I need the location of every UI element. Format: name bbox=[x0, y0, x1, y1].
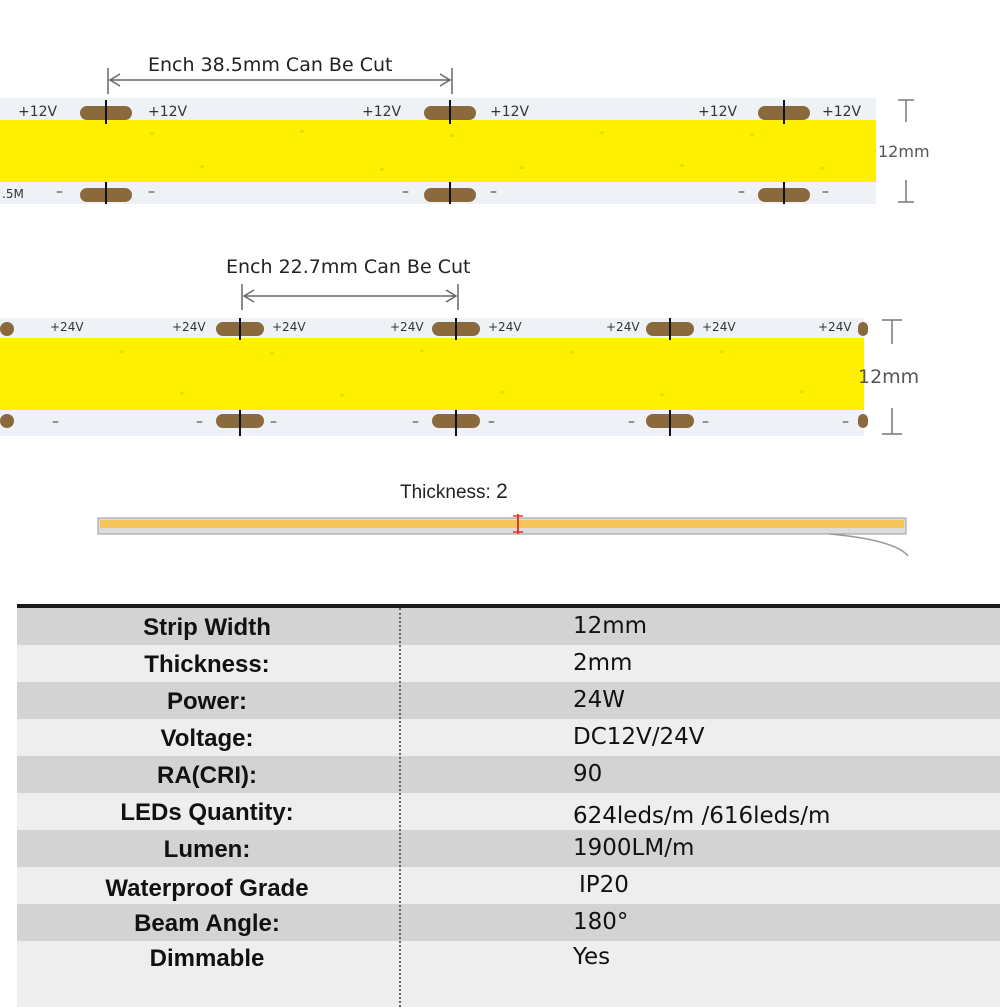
spec-table: Strip Width 12mm Thickness: 2mm Power: 2… bbox=[17, 604, 1000, 1007]
pcb-plus-label: +24V bbox=[272, 320, 306, 334]
pcb-plus-label: +24V bbox=[390, 320, 424, 334]
spec-table-top-border bbox=[17, 604, 1000, 608]
spec-label: LEDs Quantity: bbox=[120, 799, 294, 826]
spec-value: 180° bbox=[573, 909, 629, 935]
pcb-plus-label: +24V bbox=[818, 320, 852, 334]
spec-label: Beam Angle: bbox=[134, 910, 280, 937]
spec-label: Power: bbox=[166, 688, 247, 715]
strip-tail-curve bbox=[829, 533, 909, 557]
spec-value: DC12V/24V bbox=[573, 724, 705, 750]
cut-length-label-12v: Ench 38.5mm Can Be Cut bbox=[148, 54, 393, 76]
pcb-plus-label: +12V bbox=[18, 104, 58, 120]
spec-row-beam-angle: Beam Angle: 180° bbox=[17, 904, 1000, 941]
thickness-caption: Thickness: 2 bbox=[400, 480, 508, 504]
spec-row-power: Power: 24W bbox=[17, 682, 1000, 719]
pcb-minus-label: – bbox=[842, 414, 849, 430]
spec-row-leds-quantity: LEDs Quantity: 624leds/m /616leds/m bbox=[17, 793, 1000, 830]
pcb-minus-label: – bbox=[488, 414, 495, 430]
spec-label: Waterproof Grade bbox=[105, 875, 309, 902]
pcb-minus-label: – bbox=[738, 184, 745, 200]
spec-row-voltage: Voltage: DC12V/24V bbox=[17, 719, 1000, 756]
width-label-24v: 12mm bbox=[858, 366, 920, 388]
spec-label: Strip Width bbox=[143, 614, 271, 641]
pcb-minus-label: – bbox=[148, 184, 155, 200]
thickness-side-view bbox=[97, 514, 909, 557]
spec-label: Lumen: bbox=[163, 836, 251, 863]
strip-12v-phosphor bbox=[0, 120, 876, 182]
pcb-plus-label: +24V bbox=[606, 320, 640, 334]
pcb-plus-label: +12V bbox=[822, 104, 862, 120]
pcb-plus-label: +12V bbox=[490, 104, 530, 120]
spec-label: Dimmable bbox=[149, 945, 265, 972]
spec-column-divider bbox=[399, 608, 401, 1007]
pcb-edge-text: .5M bbox=[2, 187, 24, 201]
pcb-minus-label: – bbox=[822, 184, 829, 200]
pcb-plus-label: +24V bbox=[50, 320, 84, 334]
pcb-minus-label: – bbox=[412, 414, 419, 430]
strip-24v-phosphor bbox=[0, 338, 864, 410]
spec-label: Voltage: bbox=[160, 725, 254, 752]
thickness-caption-label: Thickness: bbox=[400, 482, 491, 503]
cut-length-label-24v: Ench 22.7mm Can Be Cut bbox=[226, 256, 471, 278]
pcb-minus-label: – bbox=[628, 414, 635, 430]
pcb-minus-label: – bbox=[52, 414, 59, 430]
spec-label: RA(CRI): bbox=[157, 762, 257, 789]
spec-row-cri: RA(CRI): 90 bbox=[17, 756, 1000, 793]
spec-row-waterproof-grade: Waterproof Grade IP20 bbox=[17, 867, 1000, 904]
spec-row-dimmable: Dimmable Yes bbox=[17, 941, 1000, 1007]
pcb-plus-label: +12V bbox=[148, 104, 188, 120]
spec-value: 90 bbox=[573, 761, 603, 787]
spec-value: Yes bbox=[573, 944, 611, 970]
width-label-12v: 12mm bbox=[878, 142, 930, 161]
pcb-minus-label: – bbox=[270, 414, 277, 430]
pcb-minus-label: – bbox=[702, 414, 709, 430]
spec-value: 12mm bbox=[573, 613, 648, 639]
pcb-minus-label: – bbox=[196, 414, 203, 430]
pcb-plus-label: +12V bbox=[362, 104, 402, 120]
spec-label: Thickness: bbox=[144, 651, 270, 678]
pcb-minus-label: – bbox=[56, 184, 63, 200]
spec-row-lumen: Lumen: 1900LM/m bbox=[17, 830, 1000, 867]
pcb-minus-label: – bbox=[490, 184, 497, 200]
thickness-caption-value: 2 bbox=[496, 480, 508, 503]
spec-row-thickness: Thickness: 2mm bbox=[17, 645, 1000, 682]
spec-value: 1900LM/m bbox=[573, 835, 695, 861]
led-strips-illustration bbox=[0, 68, 914, 557]
strip-edge bbox=[100, 520, 904, 528]
spec-value: 24W bbox=[573, 687, 626, 713]
spec-value: 624leds/m /616leds/m bbox=[573, 803, 831, 829]
pcb-plus-label: +12V bbox=[698, 104, 738, 120]
spec-value: IP20 bbox=[579, 872, 629, 898]
strip-12v bbox=[0, 68, 914, 204]
strip-24v bbox=[0, 284, 902, 436]
pcb-plus-label: +24V bbox=[172, 320, 206, 334]
spec-value: 2mm bbox=[573, 650, 633, 676]
spec-row-strip-width: Strip Width 12mm bbox=[17, 608, 1000, 645]
pcb-plus-label: +24V bbox=[702, 320, 736, 334]
pcb-minus-label: – bbox=[402, 184, 409, 200]
pcb-plus-label: +24V bbox=[488, 320, 522, 334]
